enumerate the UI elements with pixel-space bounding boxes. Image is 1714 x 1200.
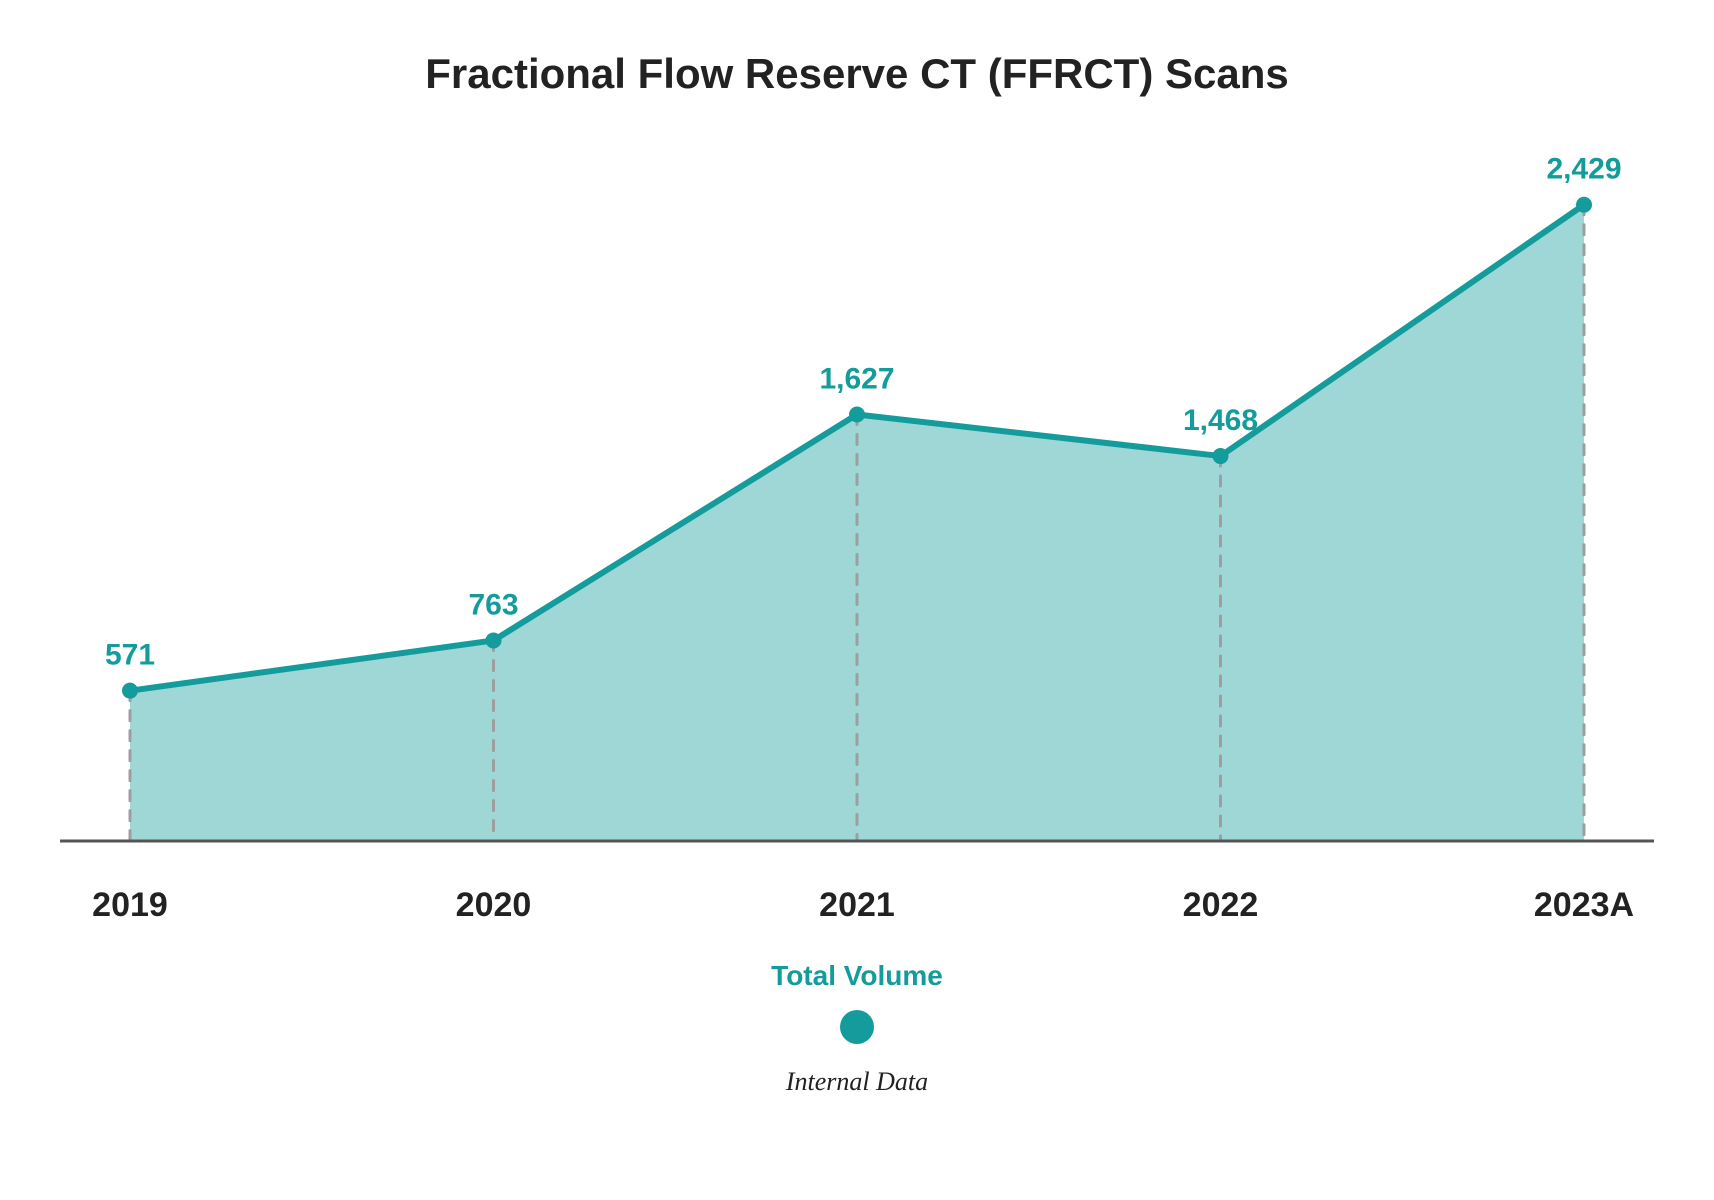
ffrct-chart: Fractional Flow Reserve CT (FFRCT) Scans…	[0, 0, 1714, 1200]
legend-marker	[840, 1010, 874, 1044]
x-axis-label: 2021	[819, 886, 895, 925]
x-axis-label: 2023A	[1534, 886, 1634, 925]
series-marker	[122, 683, 138, 699]
chart-plot: 5717631,6271,4682,429	[130, 160, 1584, 844]
series-marker	[849, 406, 865, 422]
data-label: 1,627	[819, 362, 894, 395]
x-axis-label: 2022	[1183, 886, 1259, 925]
data-label: 763	[468, 588, 518, 621]
data-label: 1,468	[1183, 404, 1258, 437]
legend-note: Internal Data	[0, 1067, 1714, 1097]
x-axis-label: 2020	[456, 886, 532, 925]
chart-title: Fractional Flow Reserve CT (FFRCT) Scans	[0, 50, 1714, 98]
series-marker	[1213, 448, 1229, 464]
x-axis-label: 2019	[92, 886, 168, 925]
data-label: 571	[105, 639, 155, 672]
series-marker	[486, 632, 502, 648]
legend-title: Total Volume	[0, 960, 1714, 992]
data-label: 2,429	[1546, 153, 1621, 186]
chart-legend: Total Volume Internal Data	[0, 960, 1714, 1097]
series-marker	[1576, 197, 1592, 213]
